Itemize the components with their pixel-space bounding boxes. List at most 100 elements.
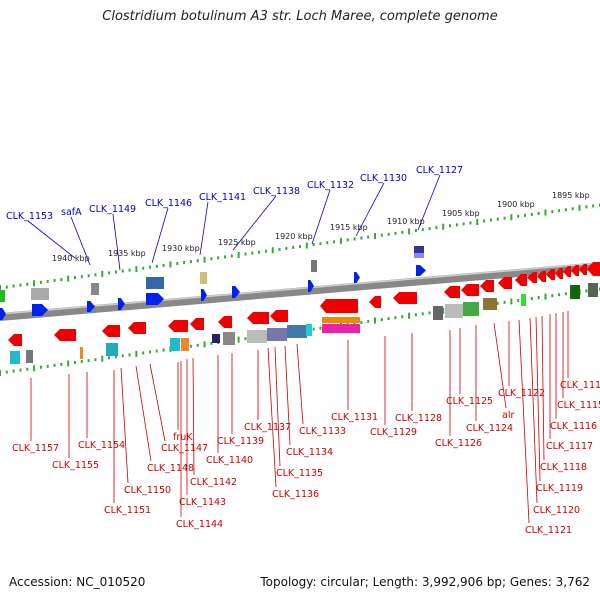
reverse-gene-arrow <box>579 264 587 275</box>
ruler-label: 1935 kbp <box>108 249 146 258</box>
ruler-tick <box>551 210 554 214</box>
ruler-tick <box>142 351 145 355</box>
forward-gene-label: CLK_1146 <box>145 198 192 209</box>
ruler-tick <box>19 368 22 372</box>
ruler-tick <box>374 317 376 324</box>
ruler-tick <box>414 313 417 317</box>
feature-box <box>26 350 33 363</box>
ruler-tick <box>12 369 15 373</box>
reverse-callout-line <box>149 363 166 442</box>
ruler-tick <box>60 278 63 282</box>
ruler-label: 1915 kbp <box>330 223 368 232</box>
ruler-label: 1910 kbp <box>387 217 425 226</box>
forward-callout-line <box>199 201 209 256</box>
forward-gene-arrow <box>308 280 314 292</box>
forward-gene-label: CLK_1132 <box>307 180 354 191</box>
reverse-gene-label: CLK_1121 <box>525 525 572 536</box>
reverse-gene-label: CLK_1134 <box>286 447 333 458</box>
ruler-tick <box>210 341 213 345</box>
forward-gene-arrow <box>32 304 48 316</box>
ruler-tick <box>285 246 288 250</box>
reverse-gene-label: CLK_1144 <box>176 519 223 530</box>
ruler-tick <box>210 257 213 261</box>
ruler-tick <box>60 362 63 366</box>
forward-gene-arrow <box>87 301 95 312</box>
reverse-gene-arrow <box>270 310 288 322</box>
ruler-tick <box>224 255 226 259</box>
reverse-callout-line <box>529 317 538 504</box>
ruler-tick <box>94 358 97 362</box>
reverse-gene-arrow <box>515 274 527 286</box>
reverse-callout-line <box>274 346 281 467</box>
ruler-top <box>0 203 600 291</box>
ruler-label: 1925 kbp <box>218 238 256 247</box>
ruler-tick <box>503 216 506 220</box>
feature-tracks <box>0 246 600 364</box>
ruler-tick <box>551 294 554 298</box>
reverse-gene-arrow <box>527 272 537 283</box>
forward-gene-label: CLK_1141 <box>199 192 246 203</box>
ruler-tick <box>408 312 411 319</box>
ruler-tick <box>271 247 274 254</box>
ruler-tick <box>128 268 131 272</box>
reverse-gene-arrow <box>498 277 512 289</box>
ruler-tick <box>578 204 581 211</box>
ruler-tick <box>244 252 247 256</box>
feature-box <box>170 338 180 351</box>
reverse-gene-label: CLK_1135 <box>276 468 323 479</box>
feature-box <box>80 347 83 359</box>
forward-callout-line <box>27 220 76 259</box>
reverse-gene-label: CLK_1128 <box>395 413 442 424</box>
ruler-tick <box>149 265 151 269</box>
reverse-gene-arrow <box>587 262 600 276</box>
ruler-tick <box>339 237 342 244</box>
forward-gene-arrow <box>354 272 360 283</box>
ruler-tick <box>387 317 390 321</box>
ruler-tick <box>258 250 261 254</box>
forward-callout-line <box>417 174 441 231</box>
ruler-tick <box>394 316 397 320</box>
forward-gene-arrow <box>416 265 426 276</box>
ruler-tick <box>46 279 49 283</box>
ruler-tick <box>196 343 199 347</box>
feature-box <box>31 288 49 300</box>
reverse-gene-label: CLK_1119 <box>536 483 583 494</box>
feature-box <box>445 304 463 318</box>
ruler-tick <box>367 319 370 323</box>
ruler-tick <box>19 283 22 287</box>
gene-callouts <box>27 174 569 524</box>
reverse-callout-line <box>296 343 304 425</box>
genome-backbone <box>0 262 600 321</box>
reverse-gene-label: CLK_1126 <box>435 438 482 449</box>
reverse-callout-line <box>267 347 277 488</box>
ruler-tick <box>101 355 104 362</box>
reverse-gene-label: CLK_1136 <box>272 489 319 500</box>
ruler-tick <box>408 228 411 235</box>
feature-box <box>247 330 267 343</box>
feature-box <box>322 324 360 333</box>
ruler-tick <box>401 315 404 319</box>
feature-box <box>200 272 207 284</box>
forward-callout-line <box>151 207 169 264</box>
ruler-tick <box>346 238 349 242</box>
ruler-tick <box>380 318 383 322</box>
ruler-tick <box>149 350 151 354</box>
forward-gene-arrow <box>201 289 207 301</box>
ruler-tick <box>585 205 588 209</box>
ruler-tick <box>87 359 90 363</box>
ruler-tick <box>183 261 186 265</box>
backbone-highlight <box>0 262 600 315</box>
ruler-tick <box>449 224 451 228</box>
reverse-gene-label: CLK_1129 <box>370 427 417 438</box>
feature-box <box>10 351 20 364</box>
reverse-gene-label: CLK_1140 <box>206 455 253 466</box>
reverse-gene-label: CLK_1142 <box>190 477 237 488</box>
ruler-label: 1920 kbp <box>275 232 313 241</box>
ruler-tick <box>319 326 322 330</box>
ruler-tick <box>462 222 465 226</box>
ruler-tick <box>114 270 117 274</box>
reverse-gene-arrow <box>444 286 460 298</box>
ruler-tick <box>435 226 438 230</box>
ruler-tick <box>571 207 574 211</box>
ruler-label: 1905 kbp <box>442 209 480 218</box>
